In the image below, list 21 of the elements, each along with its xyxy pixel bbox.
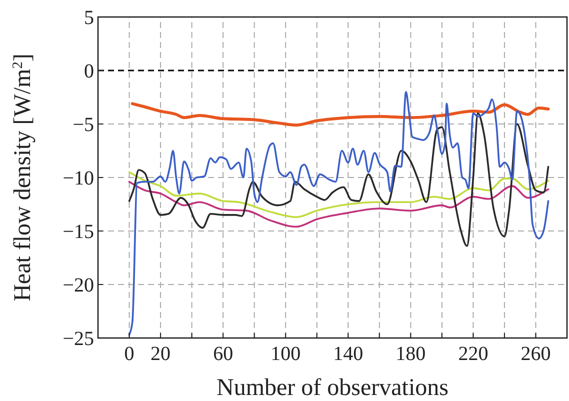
x-tick-label: 140 — [333, 343, 364, 365]
y-tick-label: −10 — [62, 168, 94, 190]
x-tick-label: 20 — [150, 343, 171, 365]
x-tick-label: 60 — [213, 343, 234, 365]
y-tick-label: 5 — [84, 7, 94, 29]
x-tick-label: 100 — [270, 343, 301, 365]
x-tick-label: 260 — [520, 343, 551, 365]
line-series — [128, 112, 550, 247]
y-tick-label: −5 — [72, 114, 94, 136]
x-tick-label: 0 — [124, 343, 134, 365]
x-axis-title: Number of observations — [216, 375, 448, 401]
y-tick-label: −15 — [62, 221, 94, 243]
line-series — [128, 180, 550, 228]
y-tick-label: 0 — [84, 60, 94, 82]
line-series — [128, 171, 550, 218]
line-series — [130, 102, 550, 127]
x-tick-label: 220 — [458, 343, 488, 365]
y-tick-label: −20 — [62, 274, 94, 296]
y-tick-label: −25 — [62, 328, 94, 350]
x-tick-label: 180 — [396, 343, 426, 365]
line-series — [128, 91, 550, 336]
